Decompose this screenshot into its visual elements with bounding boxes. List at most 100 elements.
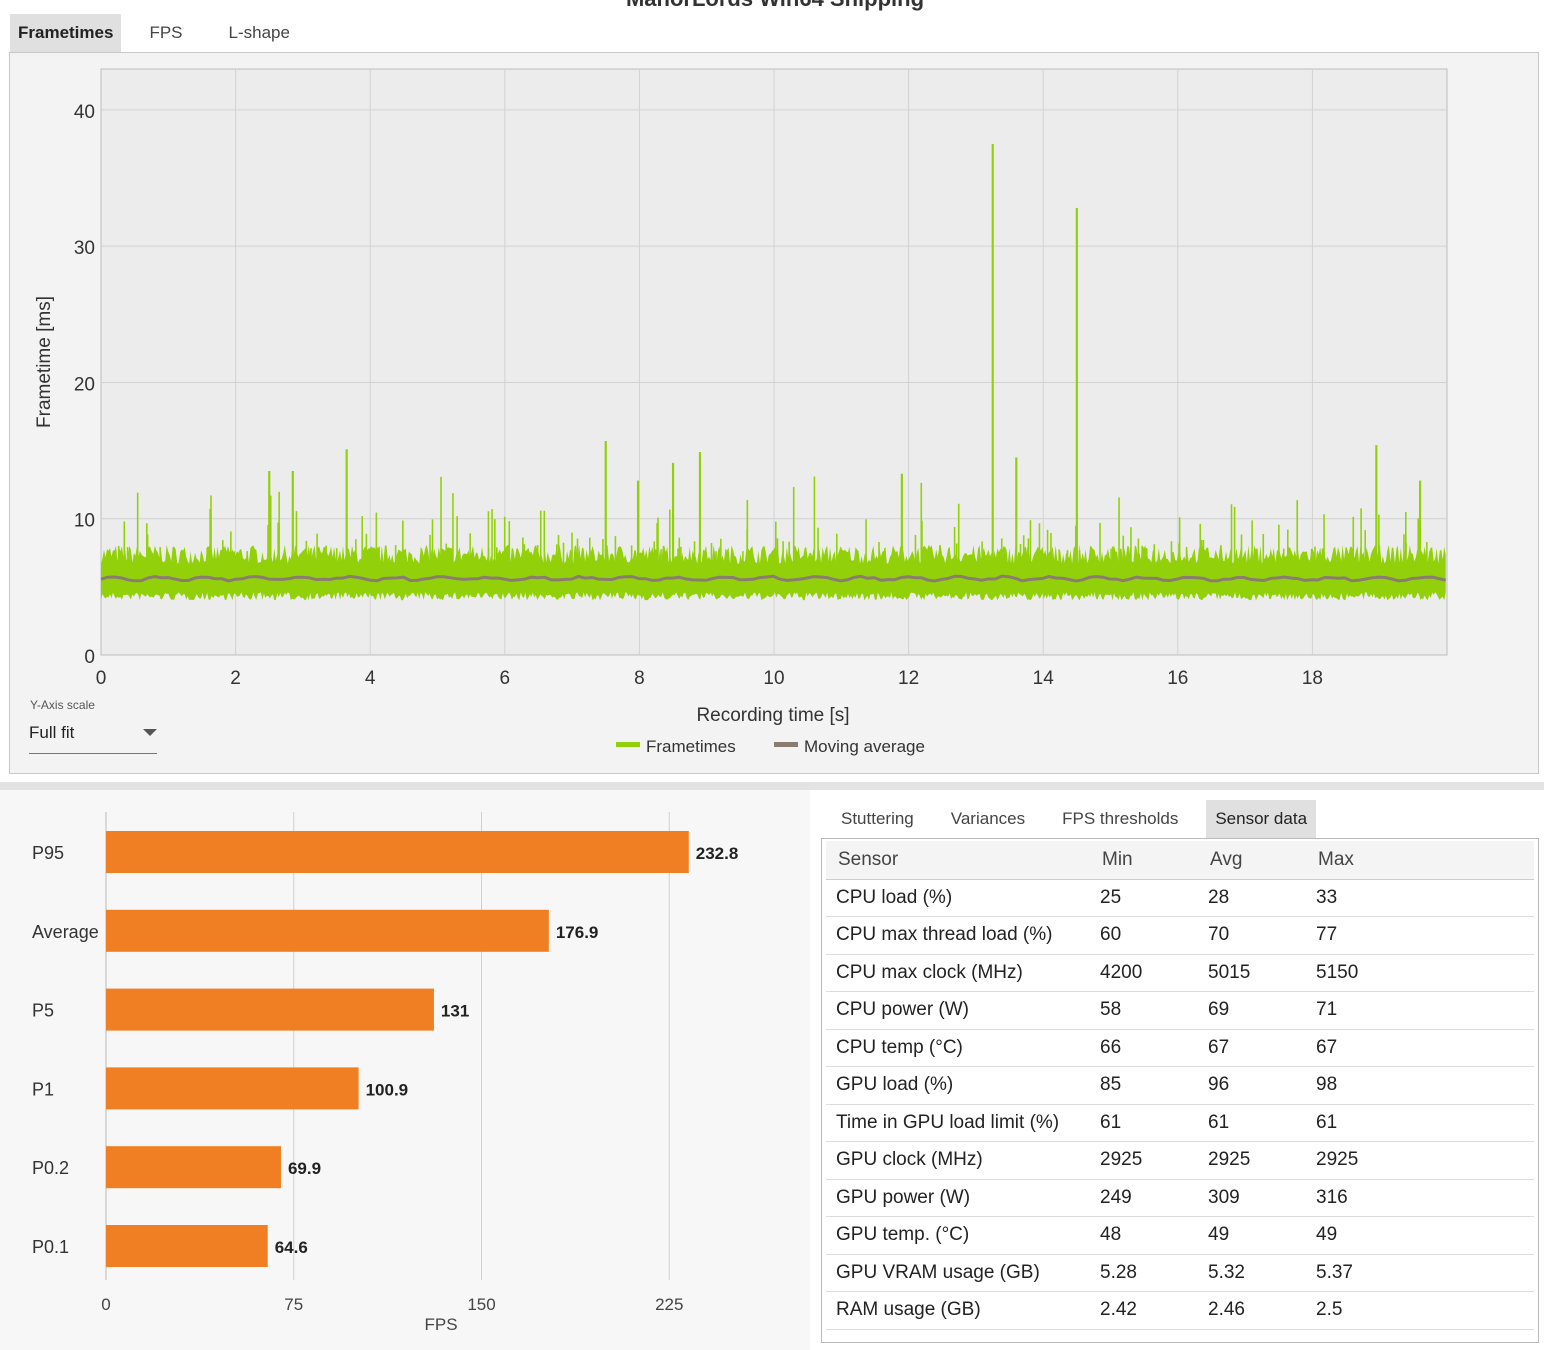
- max-cell: 2.5: [1306, 1291, 1534, 1330]
- tab-frametimes[interactable]: Frametimes: [10, 14, 122, 52]
- fps-bar[interactable]: [106, 1225, 268, 1267]
- bar-category-label: P0.1: [32, 1237, 69, 1257]
- table-row[interactable]: CPU load (%) 25 28 33: [826, 879, 1534, 917]
- sensor-name-cell: CPU power (W): [826, 991, 1090, 1030]
- table-header-row: Sensor Min Avg Max: [826, 841, 1534, 880]
- column-header-sensor[interactable]: Sensor: [826, 841, 1090, 880]
- tab-l-shape[interactable]: L-shape: [228, 23, 290, 42]
- bar-x-tick-label: 75: [284, 1295, 303, 1314]
- min-cell: 2.42: [1090, 1291, 1198, 1330]
- max-cell: 67: [1306, 1029, 1534, 1067]
- bar-category-label: P0.2: [32, 1158, 69, 1178]
- tab-stuttering[interactable]: Stuttering: [841, 809, 914, 828]
- x-tick-label: 14: [1033, 668, 1055, 689]
- bar-value-label: 131: [441, 1002, 469, 1021]
- bar-value-label: 176.9: [556, 923, 599, 942]
- max-cell: 33: [1306, 879, 1534, 917]
- legend-frametimes-swatch: [616, 742, 640, 747]
- stats-tab-bar: Stuttering Variances FPS thresholds Sens…: [832, 800, 1317, 838]
- table-row[interactable]: RAM usage (GB) 2.42 2.46 2.5: [826, 1291, 1534, 1330]
- bar-x-tick-label: 225: [655, 1295, 683, 1314]
- x-tick-label: 18: [1302, 668, 1323, 689]
- table-row[interactable]: GPU temp. (°C) 48 49 49: [826, 1216, 1534, 1255]
- avg-cell: 61: [1198, 1104, 1306, 1142]
- tab-fps[interactable]: FPS: [149, 23, 183, 42]
- min-cell: 66: [1090, 1029, 1198, 1067]
- min-cell: 5.28: [1090, 1254, 1198, 1292]
- y-tick-label: 0: [84, 647, 95, 668]
- tab-fps-thresholds[interactable]: FPS thresholds: [1062, 809, 1179, 828]
- sensor-name-cell: GPU clock (MHz): [826, 1141, 1090, 1180]
- tab-variances[interactable]: Variances: [950, 809, 1026, 828]
- sensor-table: Sensor Min Avg Max CPU load (%) 25 28 33 CPU…: [826, 841, 1534, 1330]
- sensor-name-cell: RAM usage (GB): [826, 1291, 1090, 1330]
- legend-frametimes-label[interactable]: Frametimes: [646, 737, 736, 756]
- min-cell: 249: [1090, 1179, 1198, 1217]
- sensor-name-cell: Time in GPU load limit (%): [826, 1104, 1090, 1142]
- min-cell: 48: [1090, 1216, 1198, 1255]
- x-tick-label: 6: [500, 668, 511, 689]
- avg-cell: 70: [1198, 916, 1306, 955]
- fps-bar[interactable]: [106, 831, 689, 873]
- legend-moving-average-swatch: [774, 742, 798, 747]
- column-header-avg[interactable]: Avg: [1198, 841, 1306, 880]
- max-cell: 316: [1306, 1179, 1534, 1217]
- table-row[interactable]: GPU VRAM usage (GB) 5.28 5.32 5.37: [826, 1254, 1534, 1292]
- frametimes-band: [101, 544, 1446, 601]
- min-cell: 25: [1090, 879, 1198, 917]
- min-cell: 60: [1090, 916, 1198, 955]
- sensor-name-cell: CPU temp (°C): [826, 1029, 1090, 1067]
- sensor-name-cell: GPU power (W): [826, 1179, 1090, 1217]
- chevron-down-icon[interactable]: [143, 729, 157, 736]
- sensor-name-cell: GPU VRAM usage (GB): [826, 1254, 1090, 1292]
- min-cell: 61: [1090, 1104, 1198, 1142]
- x-tick-label: 0: [96, 668, 107, 689]
- x-tick-label: 2: [230, 668, 241, 689]
- avg-cell: 5.32: [1198, 1254, 1306, 1292]
- sensor-name-cell: CPU max thread load (%): [826, 916, 1090, 955]
- table-row[interactable]: GPU clock (MHz) 2925 2925 2925: [826, 1141, 1534, 1180]
- y-tick-label: 10: [74, 511, 95, 532]
- y-tick-label: 20: [74, 374, 95, 395]
- x-tick-label: 16: [1167, 668, 1188, 689]
- table-row[interactable]: CPU max thread load (%) 60 70 77: [826, 916, 1534, 955]
- table-row[interactable]: Time in GPU load limit (%) 61 61 61: [826, 1104, 1534, 1142]
- fps-bar[interactable]: [106, 909, 549, 952]
- bar-category-label: P5: [32, 1001, 54, 1021]
- bar-x-axis-label: FPS: [424, 1315, 457, 1334]
- column-header-min[interactable]: Min: [1090, 841, 1198, 880]
- table-row[interactable]: GPU load (%) 85 96 98: [826, 1066, 1534, 1105]
- table-row[interactable]: CPU max clock (MHz) 4200 5015 5150: [826, 954, 1534, 992]
- max-cell: 2925: [1306, 1141, 1534, 1180]
- bar-x-tick-label: 0: [101, 1295, 110, 1314]
- tab-sensor-data[interactable]: Sensor data: [1206, 800, 1317, 838]
- bar-category-label: P1: [32, 1079, 54, 1099]
- max-cell: 71: [1306, 991, 1534, 1030]
- fps-bar[interactable]: [106, 1067, 359, 1110]
- table-row[interactable]: CPU temp (°C) 66 67 67: [826, 1029, 1534, 1067]
- y-tick-label: 40: [74, 102, 95, 123]
- y-axis-scale-dropdown[interactable]: Full fit: [29, 720, 157, 754]
- fps-bar[interactable]: [106, 1146, 281, 1189]
- column-header-max[interactable]: Max: [1306, 841, 1534, 880]
- sensor-name-cell: CPU load (%): [826, 879, 1090, 917]
- moving-average-line: [100, 574, 1447, 583]
- y-axis-scale-label: Y-Axis scale: [30, 698, 95, 712]
- top-tab-bar: Frametimes FPS L-shape: [10, 14, 318, 52]
- x-tick-label: 4: [365, 668, 376, 689]
- avg-cell: 28: [1198, 879, 1306, 917]
- sensor-name-cell: CPU max clock (MHz): [826, 954, 1090, 992]
- max-cell: 5150: [1306, 954, 1534, 992]
- table-row[interactable]: GPU power (W) 249 309 316: [826, 1179, 1534, 1217]
- avg-cell: 49: [1198, 1216, 1306, 1255]
- table-row[interactable]: CPU power (W) 58 69 71: [826, 991, 1534, 1030]
- min-cell: 85: [1090, 1066, 1198, 1105]
- fps-bar[interactable]: [106, 988, 434, 1031]
- avg-cell: 309: [1198, 1179, 1306, 1217]
- legend-moving-average-label[interactable]: Moving average: [804, 737, 925, 756]
- avg-cell: 96: [1198, 1066, 1306, 1105]
- min-cell: 2925: [1090, 1141, 1198, 1180]
- max-cell: 61: [1306, 1104, 1534, 1142]
- avg-cell: 2925: [1198, 1141, 1306, 1180]
- x-tick-label: 10: [763, 668, 784, 689]
